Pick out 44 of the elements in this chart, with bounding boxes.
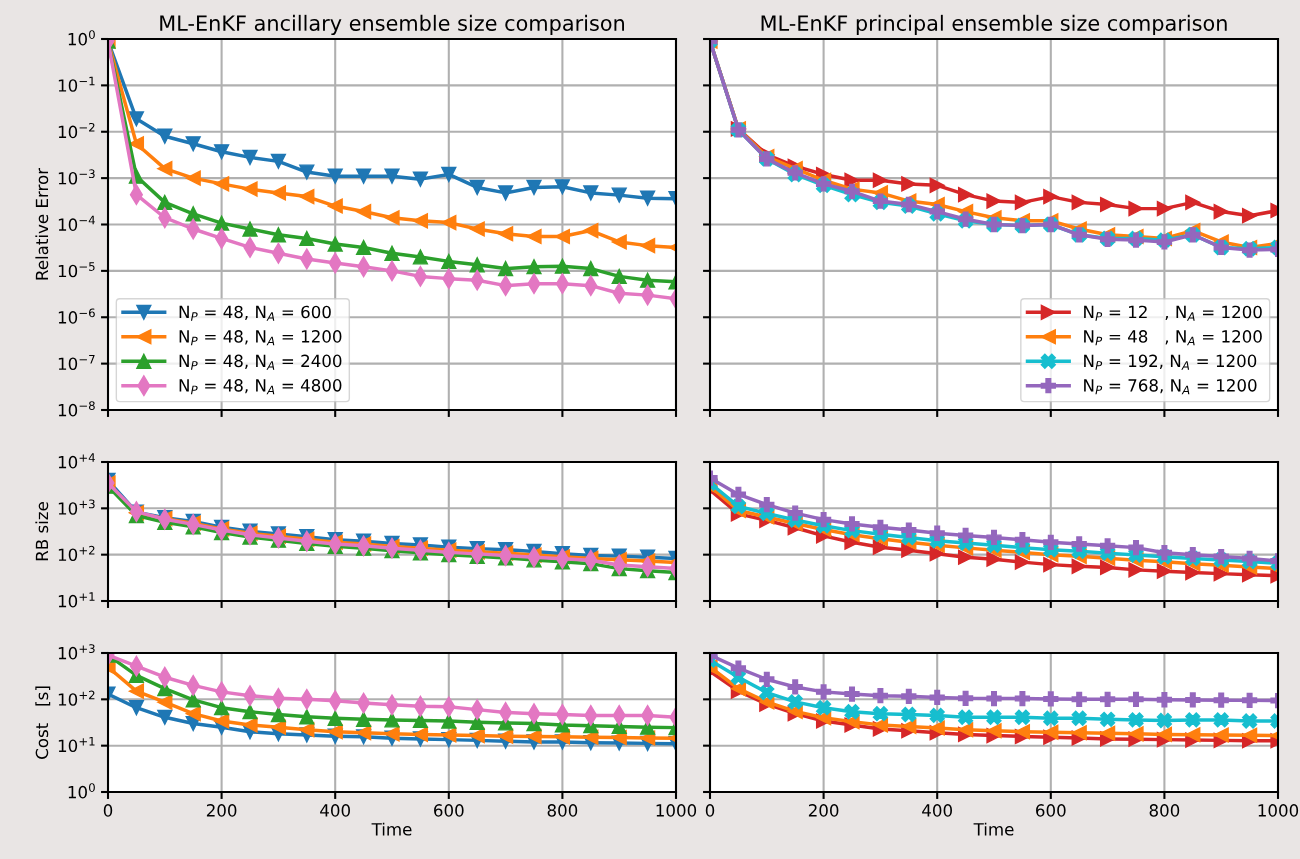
chart-title: ML-EnKF ancillary ensemble size comparison — [160, 14, 624, 35]
x-axis-title: Time — [371, 822, 412, 836]
x-tick-label: 600 — [434, 804, 464, 817]
y-tick-label: 10$^{+1}$ — [58, 737, 95, 753]
y-tick-label: 10$^{+1}$ — [58, 592, 95, 608]
y-tick-label: 10$^{+4}$ — [58, 453, 95, 469]
x-tick-label: 400 — [320, 804, 350, 817]
x-tick-label: 800 — [1149, 804, 1180, 817]
y-tick-label: 10$^{−7}$ — [58, 354, 95, 371]
y-tick-label: 10$^{−2}$ — [58, 122, 95, 139]
y-tick-label: 10$^{+2}$ — [58, 545, 95, 562]
x-axis-title: Time — [973, 822, 1014, 836]
legend-label: N$_{P}$ = 48, N$_{A}$ = 600 — [179, 305, 331, 321]
x-tick-label: 600 — [1036, 804, 1066, 817]
y-tick-label: 10$^{0}$ — [68, 783, 95, 799]
y-tick-label: 10$^{+2}$ — [58, 690, 95, 706]
x-tick-label: 400 — [922, 804, 952, 817]
legend-label: N$_{P}$ = 48 , N$_{A}$ = 1200 — [1084, 330, 1262, 346]
legend-label: N$_{P}$ = 48, N$_{A}$ = 2400 — [179, 354, 342, 370]
y-tick-label: 10$^{+3}$ — [58, 644, 95, 660]
x-tick-label: 1000 — [656, 804, 697, 817]
y-tick-label: 10$^{−1}$ — [58, 76, 95, 92]
legend-label: N$_{P}$ = 768, N$_{A}$ = 1200 — [1084, 379, 1257, 395]
y-tick-label: 10$^{−8}$ — [58, 401, 95, 417]
y-tick-label: 10$^{−6}$ — [58, 308, 95, 324]
y-axis-title: RB size — [35, 502, 49, 561]
x-tick-label: 200 — [206, 804, 237, 817]
legend-label: N$_{P}$ = 192, N$_{A}$ = 1200 — [1084, 354, 1257, 370]
x-tick-label: 0 — [103, 804, 113, 817]
x-tick-label: 800 — [547, 804, 578, 817]
legend-label: N$_{P}$ = 48, N$_{A}$ = 1200 — [179, 330, 342, 346]
y-axis-title: Relative Error — [35, 167, 49, 280]
y-tick-label: 10$^{+3}$ — [58, 499, 95, 515]
y-tick-label: 10$^{−4}$ — [58, 215, 95, 231]
legend-label: N$_{P}$ = 48, N$_{A}$ = 4800 — [179, 379, 342, 395]
chart-title: ML-EnKF principal ensemble size comparison — [761, 14, 1227, 35]
y-tick-label: 10$^{−3}$ — [58, 169, 95, 185]
x-tick-label: 0 — [705, 804, 715, 817]
x-tick-label: 200 — [808, 804, 839, 817]
y-axis-title: Cost [s] — [35, 686, 51, 759]
y-tick-label: 10$^{−5}$ — [58, 262, 95, 278]
legend-label: N$_{P}$ = 12 , N$_{A}$ = 1200 — [1084, 305, 1262, 321]
x-tick-label: 1000 — [1258, 804, 1299, 817]
y-tick-label: 10$^{0}$ — [68, 30, 95, 46]
